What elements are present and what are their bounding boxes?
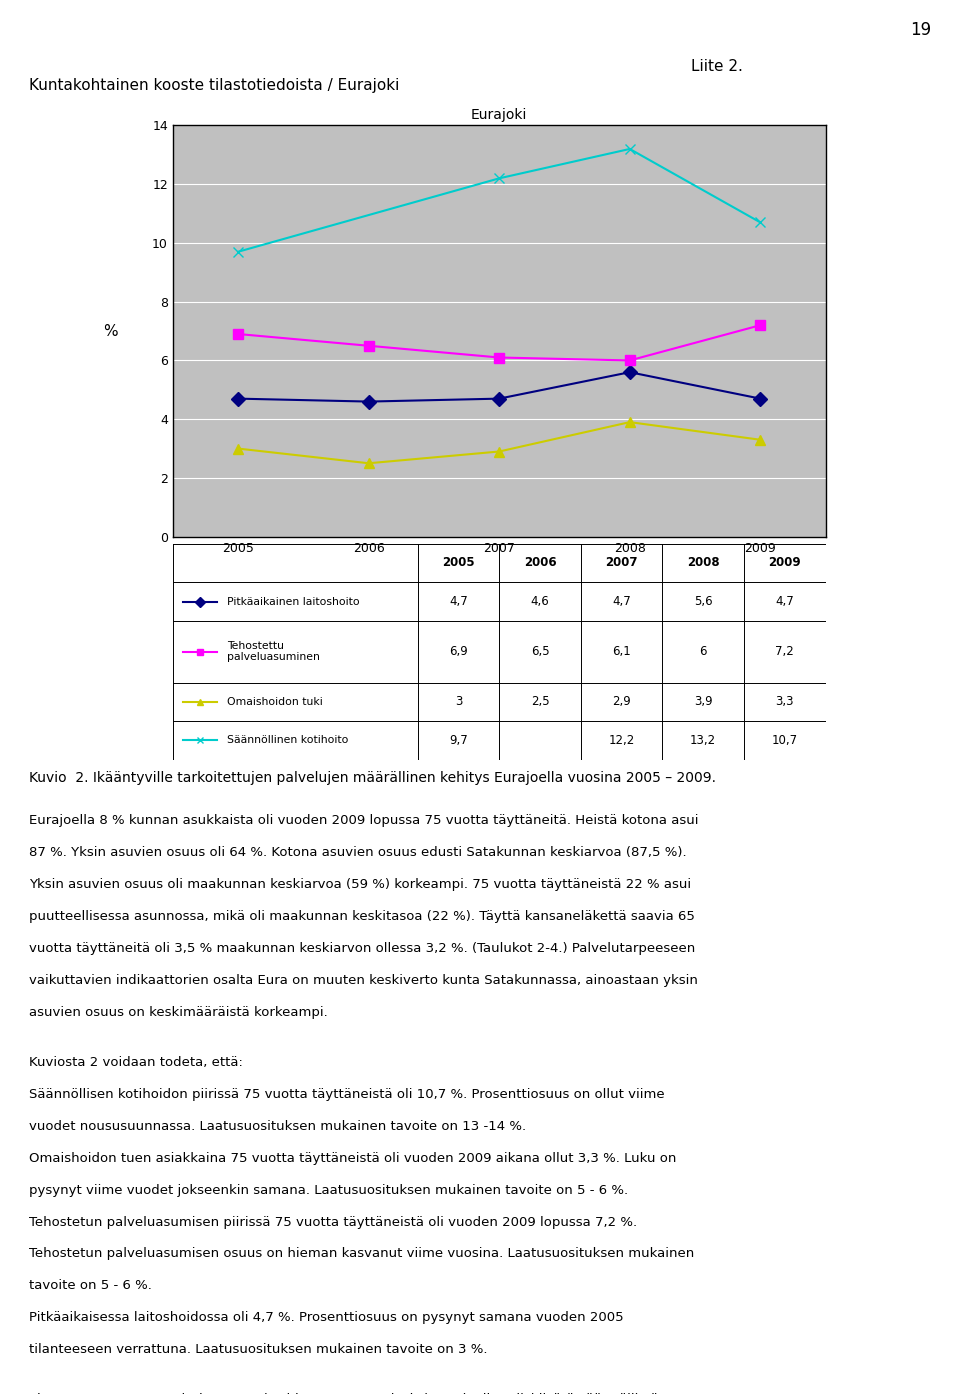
- Text: 2009: 2009: [769, 556, 801, 570]
- Text: tavoite on 5 - 6 %.: tavoite on 5 - 6 %.: [29, 1280, 152, 1292]
- Text: 2007: 2007: [606, 556, 637, 570]
- Text: 87 %. Yksin asuvien osuus oli 64 %. Kotona asuvien osuus edusti Satakunnan keski: 87 %. Yksin asuvien osuus oli 64 %. Koto…: [29, 846, 686, 859]
- Text: vuodet noususuunnassa. Laatusuosituksen mukainen tavoite on 13 -14 %.: vuodet noususuunnassa. Laatusuosituksen …: [29, 1119, 526, 1133]
- Text: 3: 3: [455, 696, 462, 708]
- Text: %: %: [103, 325, 118, 339]
- Text: 3,9: 3,9: [694, 696, 712, 708]
- Text: Yksin asuvien osuus oli maakunnan keskiarvoa (59 %) korkeampi. 75 vuotta täyttän: Yksin asuvien osuus oli maakunnan keskia…: [29, 878, 691, 891]
- Text: 4,7: 4,7: [776, 595, 794, 608]
- Text: Kuviosta 2 voidaan todeta, että:: Kuviosta 2 voidaan todeta, että:: [29, 1057, 243, 1069]
- Text: Pitkäaikainen laitoshoito: Pitkäaikainen laitoshoito: [227, 597, 359, 606]
- Text: 2006: 2006: [524, 556, 556, 570]
- Text: Omaishoidon tuen asiakkaina 75 vuotta täyttäneistä oli vuoden 2009 aikana ollut : Omaishoidon tuen asiakkaina 75 vuotta tä…: [29, 1151, 676, 1165]
- Text: 2,5: 2,5: [531, 696, 549, 708]
- Text: 5,6: 5,6: [694, 595, 712, 608]
- Text: 6,1: 6,1: [612, 645, 631, 658]
- Text: Tehostettu
palveluasuminen: Tehostettu palveluasuminen: [227, 641, 320, 662]
- Title: Eurajoki: Eurajoki: [471, 107, 527, 121]
- Text: vaikuttavien indikaattorien osalta Eura on muuten keskiverto kunta Satakunnassa,: vaikuttavien indikaattorien osalta Eura …: [29, 974, 698, 987]
- Text: Säännöllinen kotihoito: Säännöllinen kotihoito: [227, 736, 348, 746]
- Text: Kuntakohtainen kooste tilastotiedoista / Eurajoki: Kuntakohtainen kooste tilastotiedoista /…: [29, 78, 399, 93]
- Text: 2,9: 2,9: [612, 696, 631, 708]
- Text: 6,5: 6,5: [531, 645, 549, 658]
- Text: 4,7: 4,7: [612, 595, 631, 608]
- Text: Säännöllisen kotihoidon piirissä 75 vuotta täyttäneistä oli 10,7 %. Prosenttiosu: Säännöllisen kotihoidon piirissä 75 vuot…: [29, 1087, 664, 1101]
- Text: 10,7: 10,7: [772, 733, 798, 747]
- Text: 2008: 2008: [687, 556, 719, 570]
- Text: 6,9: 6,9: [449, 645, 468, 658]
- Text: asuvien osuus on keskimääräistä korkeampi.: asuvien osuus on keskimääräistä korkeamp…: [29, 1005, 327, 1019]
- Text: 2005: 2005: [443, 556, 474, 570]
- Text: 6: 6: [700, 645, 707, 658]
- Text: 12,2: 12,2: [609, 733, 635, 747]
- Text: vuotta täyttäneitä oli 3,5 % maakunnan keskiarvon ollessa 3,2 %. (Taulukot 2-4.): vuotta täyttäneitä oli 3,5 % maakunnan k…: [29, 942, 695, 955]
- Text: pysynyt viime vuodet jokseenkin samana. Laatusuosituksen mukainen tavoite on 5 -: pysynyt viime vuodet jokseenkin samana. …: [29, 1184, 628, 1196]
- Text: 4,7: 4,7: [449, 595, 468, 608]
- Text: puutteellisessa asunnossa, mikä oli maakunnan keskitasoa (22 %). Täyttä kansanel: puutteellisessa asunnossa, mikä oli maak…: [29, 910, 695, 923]
- Text: 7,2: 7,2: [776, 645, 794, 658]
- Text: Eurajoella 8 % kunnan asukkaista oli vuoden 2009 lopussa 75 vuotta täyttäneitä. : Eurajoella 8 % kunnan asukkaista oli vuo…: [29, 814, 698, 828]
- Text: 13,2: 13,2: [690, 733, 716, 747]
- Text: 9,7: 9,7: [449, 733, 468, 747]
- Text: Tehostetun palveluasumisen osuus on hieman kasvanut viime vuosina. Laatusuosituk: Tehostetun palveluasumisen osuus on hiem…: [29, 1248, 694, 1260]
- Text: 3,3: 3,3: [776, 696, 794, 708]
- Text: Kuvio  2. Ikääntyville tarkoitettujen palvelujen määrällinen kehitys Eurajoella : Kuvio 2. Ikääntyville tarkoitettujen pal…: [29, 771, 716, 785]
- Text: tilanteeseen verrattuna. Laatusuosituksen mukainen tavoite on 3 %.: tilanteeseen verrattuna. Laatusuositukse…: [29, 1342, 488, 1356]
- Text: Tehostetun palveluasumisen piirissä 75 vuotta täyttäneistä oli vuoden 2009 lopus: Tehostetun palveluasumisen piirissä 75 v…: [29, 1216, 636, 1228]
- Text: Omaishoidon tuki: Omaishoidon tuki: [227, 697, 323, 707]
- Text: Liite 2.: Liite 2.: [691, 59, 743, 74]
- Text: Pitkäaikaisessa laitoshoidossa oli 4,7 %. Prosenttiosuus on pysynyt samana vuode: Pitkäaikaisessa laitoshoidossa oli 4,7 %…: [29, 1312, 623, 1324]
- Text: 4,6: 4,6: [531, 595, 549, 608]
- Text: 19: 19: [910, 21, 931, 39]
